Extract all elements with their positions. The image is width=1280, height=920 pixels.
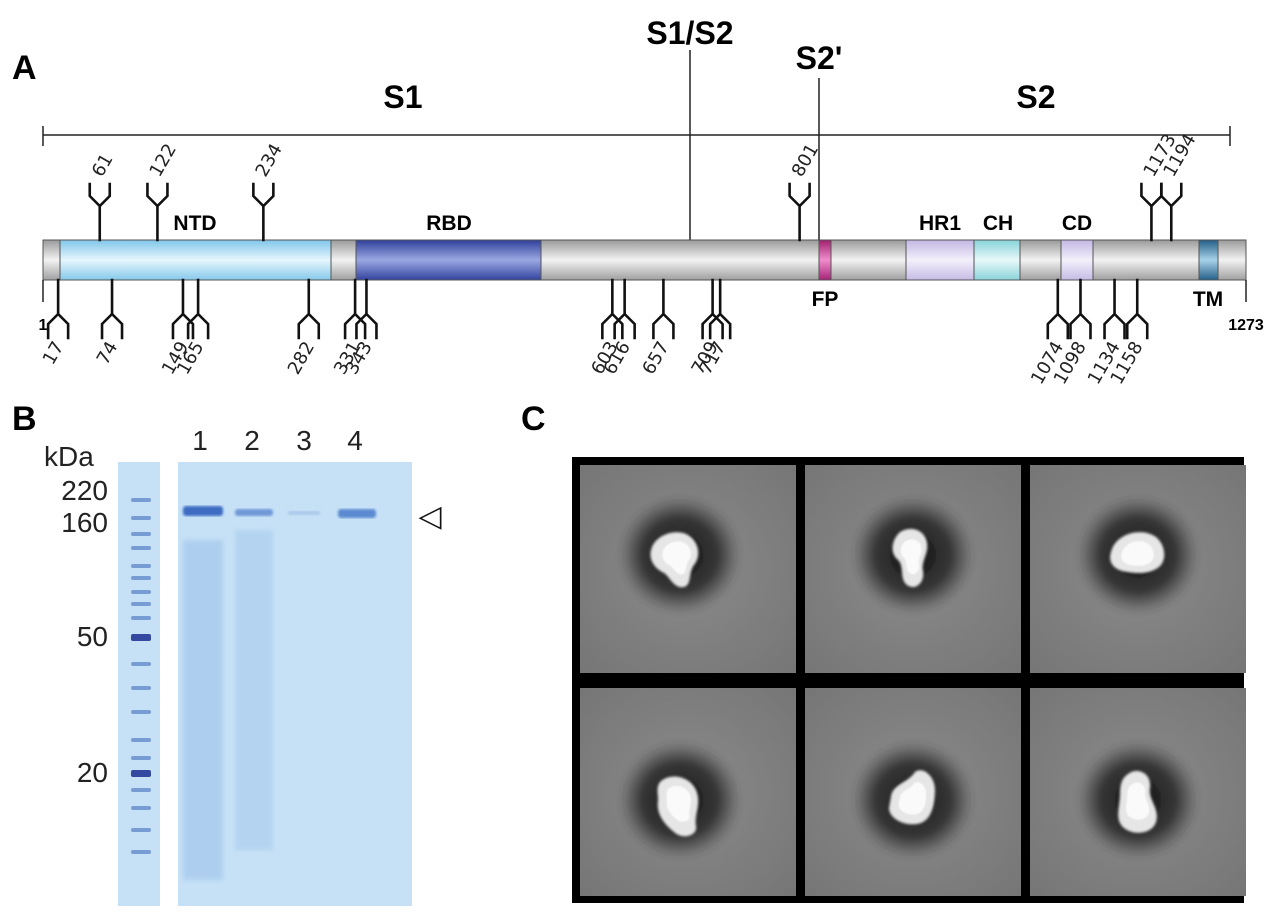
glycan-label-122: 122: [146, 140, 181, 180]
ladder-band: [131, 662, 151, 666]
lane-1-smear: [183, 540, 223, 880]
glycan-label-74: 74: [93, 338, 123, 368]
em-class-tiles: [580, 465, 1246, 896]
ladder-band: [131, 616, 151, 620]
marker-50: 50: [77, 621, 108, 652]
domain-fp-label: FP: [812, 288, 839, 311]
ladder-band: [131, 564, 151, 568]
glycan-site-657: 657: [638, 278, 675, 378]
gel-unit-label: kDa: [44, 441, 94, 472]
ladder-band: [131, 532, 151, 536]
ladder-band: [131, 576, 151, 580]
domain-rbd-label: RBD: [426, 212, 472, 235]
panel-a-letter: A: [12, 49, 37, 87]
domain-ch: [973, 239, 1021, 281]
domain-hr1-label: HR1: [919, 212, 961, 235]
marker-220: 220: [61, 475, 108, 506]
glycan-site-165: 165: [173, 278, 210, 378]
glycan-site-1158: 1158: [1106, 278, 1149, 388]
glycan-site-282: 282: [284, 278, 321, 378]
em-class-average-tile: [580, 688, 796, 896]
lane-1-label: 1: [192, 425, 208, 456]
cleavage-s2prime-label: S2': [796, 40, 843, 76]
panel-c-letter: C: [521, 400, 546, 438]
domain-cd-label: CD: [1062, 212, 1092, 235]
glycan-label-801: 801: [788, 140, 823, 180]
band-marker-icon: ◁: [418, 499, 441, 534]
glycan-label-234: 234: [252, 140, 287, 180]
ladder-band: [131, 686, 151, 690]
marker-160: 160: [61, 507, 108, 538]
glycan-site-343: 343: [341, 278, 378, 378]
glycan-site-616: 616: [600, 278, 636, 378]
lane-1-band: [183, 506, 223, 516]
region-s2-label: S2: [1016, 79, 1055, 115]
ladder-band: [131, 828, 151, 832]
sequence-end-label: 1273: [1228, 317, 1264, 334]
sequence-start-label: 1: [39, 317, 48, 334]
domain-ntd-label: NTD: [173, 212, 216, 235]
cleavage-s1s2-label: S1/S2: [646, 15, 733, 51]
panel-c: C: [521, 400, 1246, 903]
glycan-label-61: 61: [88, 150, 118, 180]
lane-3-band: [288, 511, 320, 515]
glycan-site-61: 61: [88, 150, 118, 242]
domain-tm-label: TM: [1193, 288, 1223, 311]
domain-cd: [1060, 239, 1094, 281]
ladder-bands: [131, 498, 151, 854]
em-class-average-tile: [805, 465, 1021, 673]
panel-b: B kDa 220 160 50 20 1 2 3 4 ◁: [12, 400, 442, 906]
lane-smears: [183, 506, 376, 880]
glycan-label-657: 657: [638, 338, 673, 378]
glycan-site-74: 74: [93, 278, 124, 368]
glycan-label-282: 282: [284, 338, 319, 378]
glycan-site-234: 234: [252, 140, 287, 242]
ladder-band: [131, 738, 151, 742]
lane-3-label: 3: [296, 425, 312, 456]
em-class-average-tile: [580, 465, 796, 673]
domain-tm: [1198, 239, 1219, 281]
lane-2-band: [235, 509, 273, 516]
ladder-band: [131, 788, 151, 792]
domain-fp: [818, 239, 832, 281]
ladder-band: [131, 634, 151, 641]
domain-hr1: [905, 239, 975, 281]
region-s1-label: S1: [383, 79, 422, 115]
ladder-band: [131, 756, 151, 760]
glycan-label-17: 17: [39, 338, 69, 368]
ladder-band: [131, 806, 151, 810]
domain-rbd: [355, 239, 542, 281]
glycan-site-801: 801: [788, 140, 823, 242]
ladder-band: [131, 602, 151, 606]
panel-b-letter: B: [12, 400, 37, 438]
domain-ntd: [59, 239, 332, 281]
em-class-average-tile: [805, 688, 1021, 896]
ladder-band: [131, 850, 151, 854]
glycan-site-1098: 1098: [1050, 278, 1092, 388]
em-class-average-tile: [1030, 465, 1246, 673]
lane-4-label: 4: [347, 425, 363, 456]
lane-4-band: [338, 509, 376, 518]
ladder-band: [131, 590, 151, 594]
panel-a: A S1 S2 S1/S2 S2' NTD RBD FP HR1 CH CD T…: [12, 15, 1264, 388]
lane-2-smear: [235, 530, 273, 850]
ladder-band: [131, 546, 151, 550]
marker-20: 20: [77, 757, 108, 788]
ladder-band: [131, 516, 151, 520]
ladder-band: [131, 498, 151, 502]
ladder-band: [131, 710, 151, 714]
ladder-band: [131, 770, 151, 777]
ladder-gel-strip: [118, 462, 160, 906]
em-class-average-tile: [1030, 688, 1246, 896]
domain-ch-label: CH: [983, 212, 1013, 235]
lane-2-label: 2: [244, 425, 260, 456]
